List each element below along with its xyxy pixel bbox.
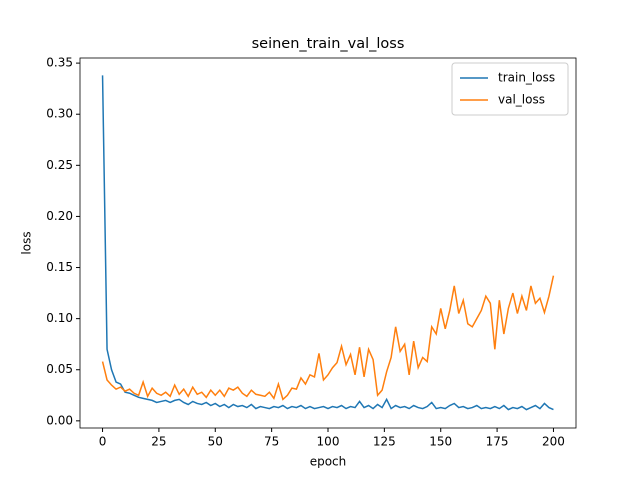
chart-title: seinen_train_val_loss (252, 36, 405, 52)
x-tick-label: 150 (429, 435, 452, 449)
x-tick-label: 100 (317, 435, 340, 449)
y-tick-label: 0.25 (46, 158, 73, 172)
y-tick-label: 0.10 (46, 311, 73, 325)
x-tick-label: 25 (151, 435, 166, 449)
x-axis-label: epoch (310, 455, 347, 469)
legend-label: val_loss (498, 93, 545, 107)
x-tick-label: 175 (486, 435, 509, 449)
y-tick-label: 0.05 (46, 362, 73, 376)
x-tick-label: 200 (542, 435, 565, 449)
y-axis-label: loss (20, 231, 34, 254)
line (101, 75, 554, 411)
y-tick-label: 0.00 (46, 413, 73, 427)
x-tick-label: 0 (99, 435, 107, 449)
line (101, 275, 555, 401)
y-tick-label: 0.35 (46, 56, 73, 70)
x-tick-label: 75 (264, 435, 279, 449)
legend-label: train_loss (498, 71, 555, 85)
y-tick-label: 0.15 (46, 260, 73, 274)
y-tick-label: 0.20 (46, 209, 73, 223)
y-tick-label: 0.30 (46, 107, 73, 121)
x-tick-label: 50 (208, 435, 223, 449)
plot-frame (79, 57, 577, 429)
x-tick-label: 125 (373, 435, 396, 449)
legend-box (451, 62, 569, 116)
